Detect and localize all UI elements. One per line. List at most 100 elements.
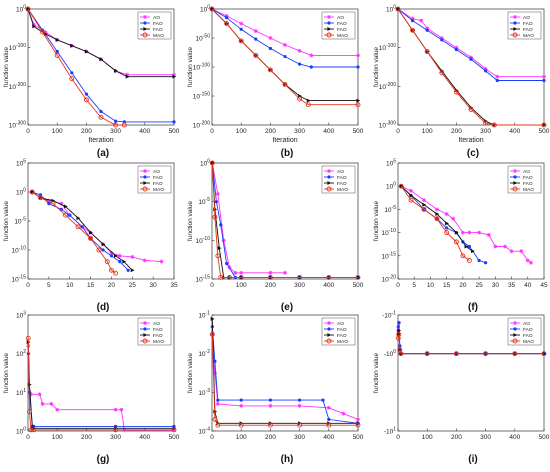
series-marker: [467, 230, 472, 235]
x-tick-label: 300: [294, 128, 305, 135]
series-line: [27, 8, 125, 126]
legend-label: FAO: [153, 21, 163, 27]
series-marker: [80, 225, 84, 229]
series-line: [397, 334, 544, 355]
series-marker: [453, 351, 459, 357]
series-marker: [239, 398, 243, 402]
series-marker: [445, 221, 449, 226]
series-marker: [283, 54, 287, 59]
y-tick-label: 100: [16, 188, 26, 197]
x-tick-label: 30: [150, 282, 158, 289]
y-axis-label: function value: [187, 353, 194, 393]
series-marker: [486, 232, 491, 237]
series-marker: [477, 258, 481, 263]
series-marker: [439, 36, 444, 40]
series-marker: [55, 407, 60, 412]
legend-marker: [143, 21, 147, 25]
legend-label: AO: [337, 169, 344, 175]
y-tick-label: 10-300: [9, 121, 26, 130]
series-marker: [453, 89, 459, 95]
panel-label: (d): [97, 302, 110, 313]
series-marker: [434, 216, 440, 222]
series-marker: [282, 81, 288, 87]
series-marker: [114, 253, 118, 258]
y-tick-label: 10-100: [379, 43, 396, 52]
legend-marker: [142, 32, 148, 38]
series-marker: [216, 398, 220, 402]
x-tick-label: 5: [412, 282, 416, 289]
legend-label: AO: [523, 15, 530, 21]
legend-marker: [513, 27, 518, 31]
legend-label: FAO: [337, 175, 347, 181]
series-marker: [509, 249, 514, 254]
series-marker: [75, 224, 81, 230]
series-marker: [109, 254, 114, 258]
series-marker: [27, 409, 32, 415]
series-marker: [467, 244, 471, 249]
x-tick-label: 35: [508, 282, 516, 289]
series-marker: [63, 204, 68, 209]
series-marker: [101, 248, 105, 252]
series-marker: [471, 249, 475, 254]
series-marker: [212, 214, 218, 220]
legend-label: AO: [523, 321, 530, 327]
series-marker: [283, 270, 287, 275]
legend-label: FAO: [523, 175, 533, 181]
x-tick-label: 20: [459, 282, 467, 289]
series-marker: [297, 275, 303, 280]
series-marker: [542, 74, 546, 79]
series-marker: [309, 53, 314, 58]
legend-label: MAO: [337, 187, 348, 193]
series-marker: [125, 72, 130, 77]
series-marker: [104, 259, 110, 265]
series-marker: [239, 270, 244, 275]
x-tick-label: 0: [210, 128, 214, 135]
legend-marker: [143, 321, 147, 325]
series-marker: [440, 38, 444, 42]
series-marker: [47, 202, 51, 206]
series-line: [211, 334, 358, 426]
legend-box: [321, 11, 356, 40]
series-marker: [119, 407, 124, 412]
y-tick-label: 10-5: [14, 217, 26, 226]
y-tick-label: 10-2: [198, 349, 210, 358]
series-marker: [460, 253, 466, 259]
series-marker: [69, 76, 75, 82]
y-tick-label: 10-10: [382, 228, 397, 237]
series-marker: [114, 119, 118, 123]
series-marker: [215, 401, 220, 406]
series-marker: [512, 351, 518, 357]
legend-marker: [143, 175, 147, 179]
y-tick-label: 10-20: [382, 275, 397, 284]
series-marker: [398, 351, 404, 357]
y-tick-label: 10-3: [198, 388, 210, 397]
y-tick-label: 10-200: [193, 121, 210, 130]
y-tick-label: 105: [16, 159, 26, 168]
legend-box: [507, 317, 542, 346]
series-marker: [225, 261, 229, 266]
series-marker: [306, 98, 311, 103]
series-marker: [454, 45, 459, 50]
series-marker: [424, 351, 430, 357]
x-tick-label: 100: [52, 434, 63, 441]
x-tick-label: 10: [427, 282, 435, 289]
legend-marker: [327, 21, 331, 25]
series-marker: [88, 235, 94, 241]
legend-label: FAO: [337, 333, 347, 339]
x-tick-label: 300: [294, 282, 305, 289]
series-marker: [411, 19, 415, 23]
series-marker: [484, 261, 488, 265]
x-tick-label: 35: [170, 282, 178, 289]
x-tick-label: 500: [539, 434, 550, 441]
legend-marker: [143, 181, 148, 185]
series-marker: [356, 65, 360, 69]
series-marker: [38, 195, 43, 201]
legend-marker: [327, 181, 332, 185]
x-tick-label: 500: [539, 128, 550, 135]
series-marker: [238, 422, 244, 428]
x-tick-label: 0: [210, 434, 214, 441]
series-marker: [267, 67, 273, 73]
series-marker: [225, 16, 229, 20]
